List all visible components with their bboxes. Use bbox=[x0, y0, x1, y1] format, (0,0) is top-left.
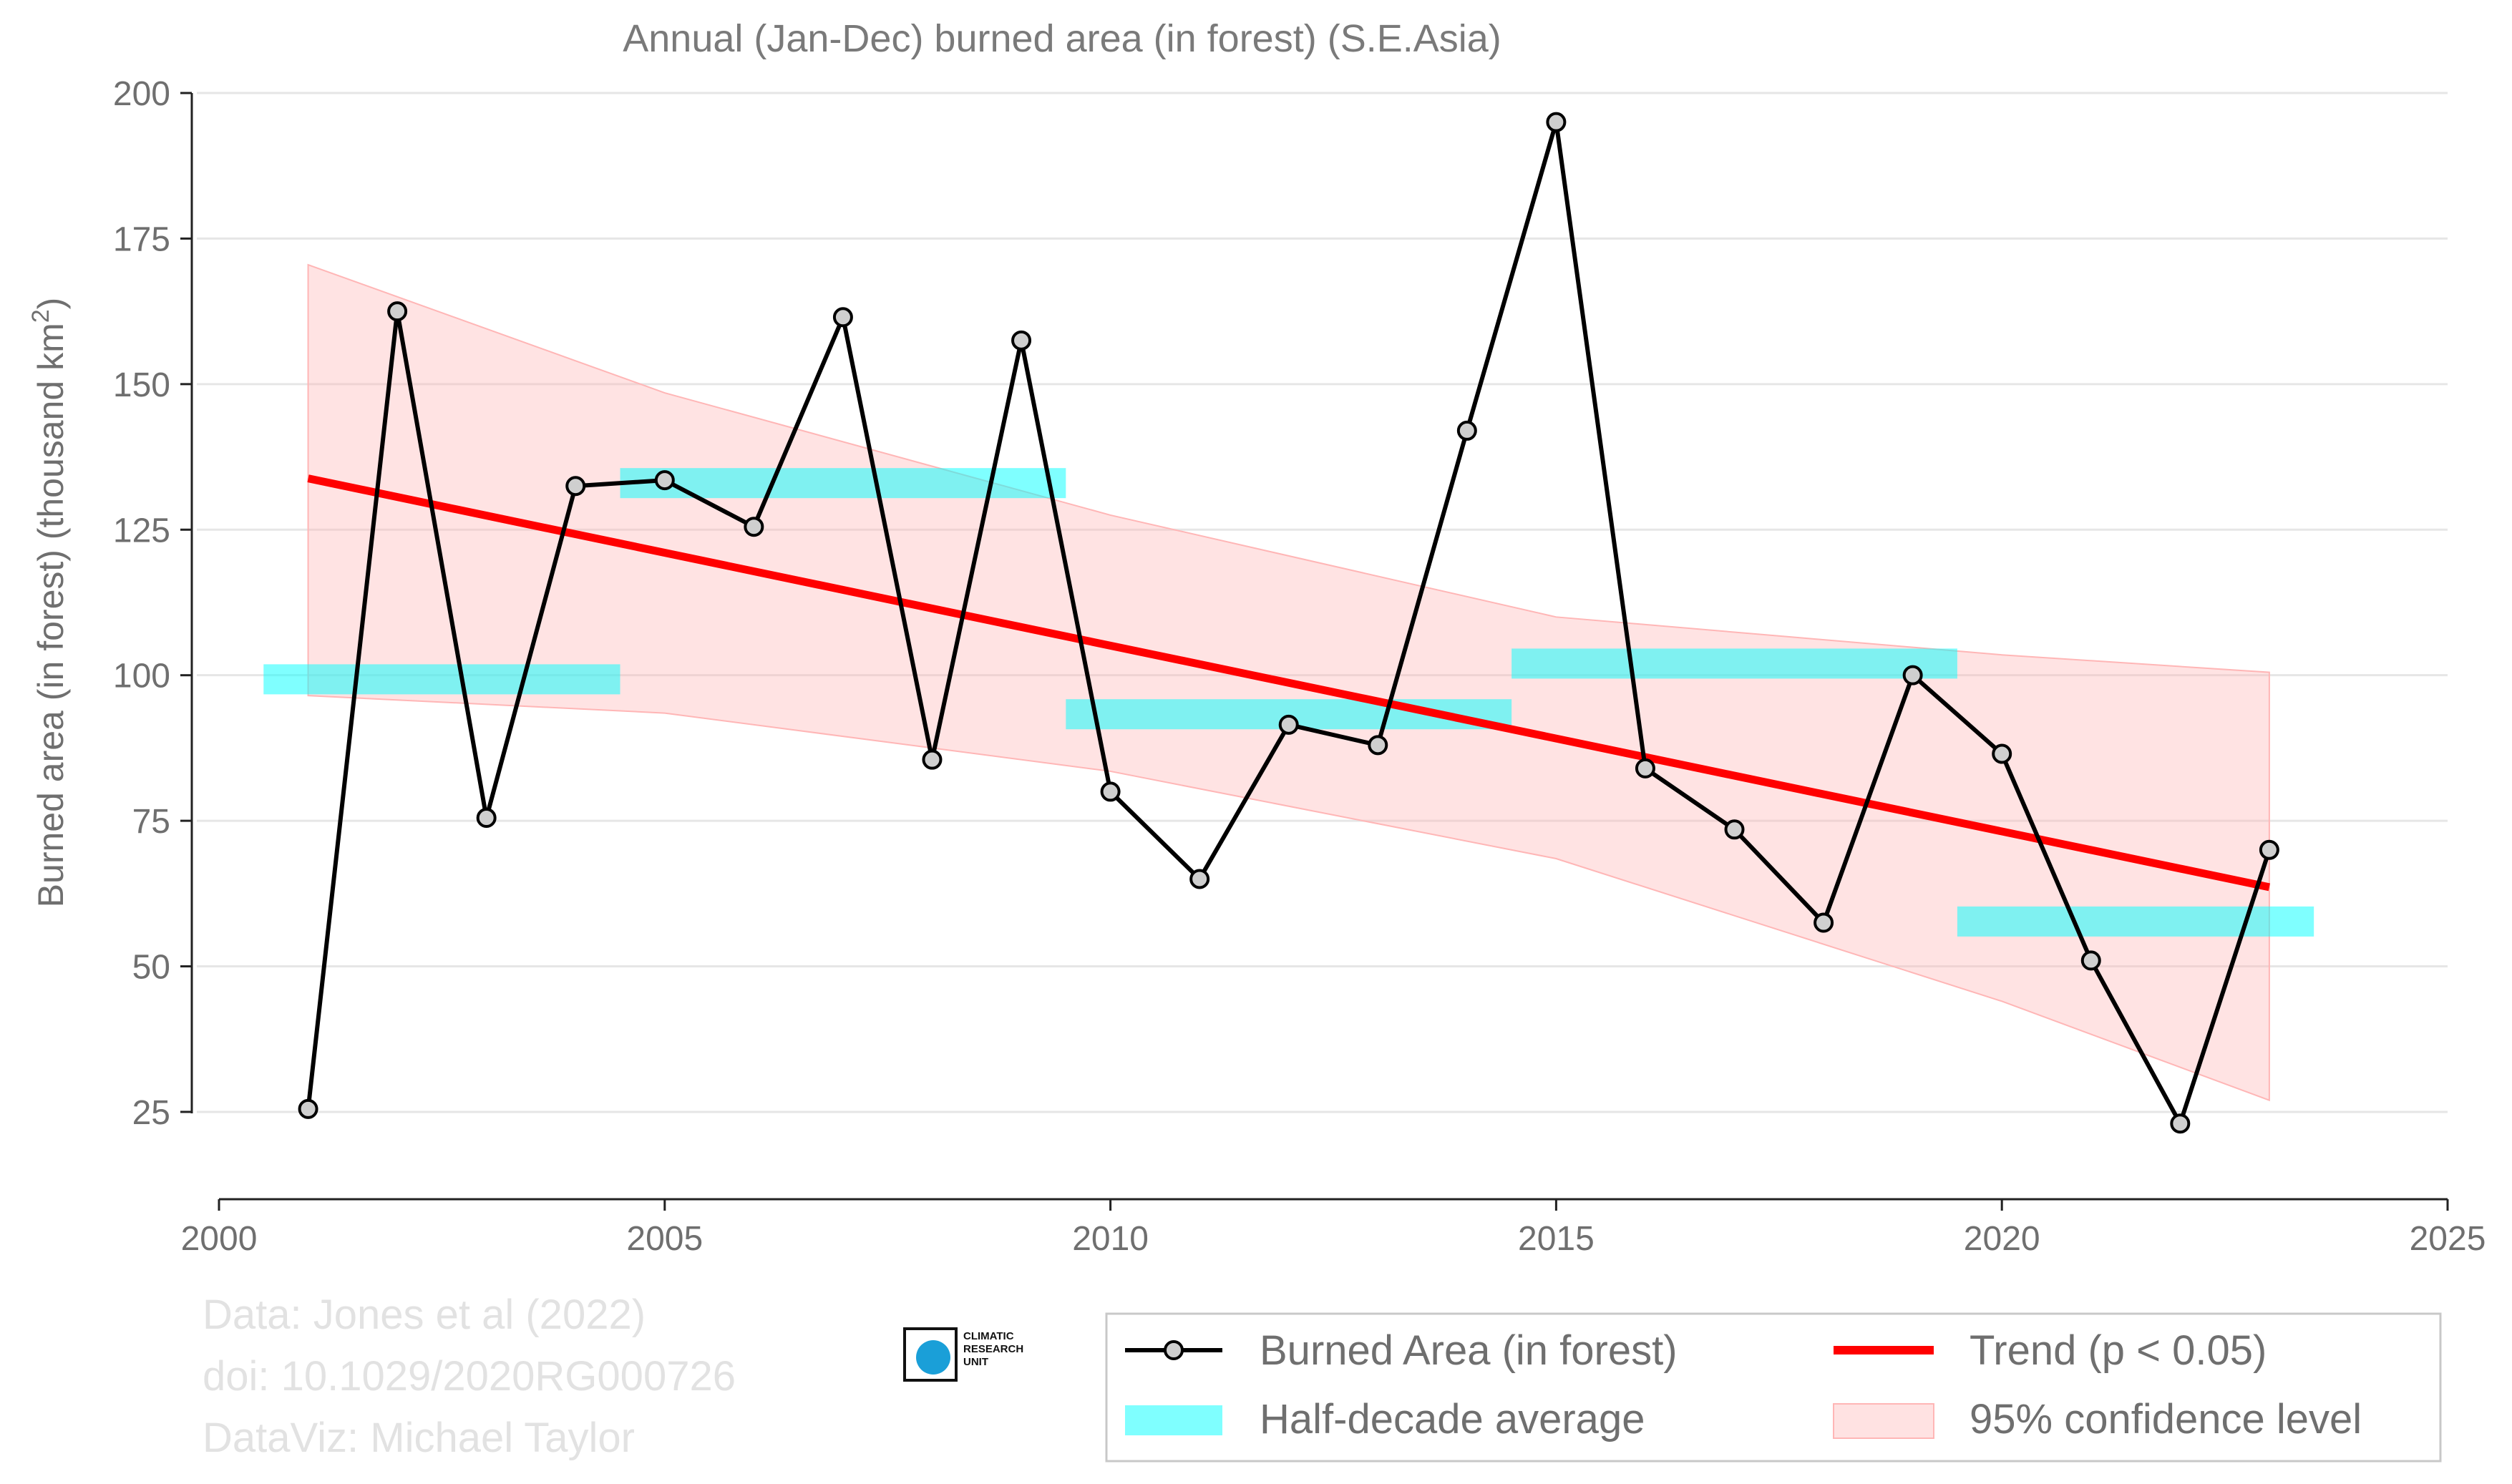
cru-logo-line1: CLIMATIC bbox=[963, 1330, 1014, 1342]
cru-logo-text: CLIMATIC RESEARCH UNIT bbox=[963, 1330, 1023, 1369]
legend-swatch-confidence bbox=[1833, 1403, 1934, 1439]
y-axis-title-suffix: ) bbox=[31, 298, 71, 310]
data-point-2002 bbox=[387, 301, 408, 322]
y-tick-label-200: 200 bbox=[113, 75, 170, 113]
legend: Burned Area (in forest) Half-decade aver… bbox=[1105, 1312, 2442, 1463]
legend-swatch-half-decade bbox=[1125, 1405, 1222, 1435]
x-tick-label-2015: 2015 bbox=[1518, 1220, 1595, 1258]
half-decade-bands bbox=[263, 468, 2314, 937]
y-tick-label-150: 150 bbox=[113, 366, 170, 404]
chart-title: Annual (Jan-Dec) burned area (in forest)… bbox=[623, 17, 1501, 60]
data-point-2003 bbox=[476, 808, 497, 829]
y-axis-title-superscript: 2 bbox=[27, 309, 54, 323]
data-point-2019 bbox=[1902, 665, 1923, 685]
y-axis-title-main: Burned area (in forest) (thousand km bbox=[31, 323, 71, 907]
y-tick-label-25: 25 bbox=[132, 1094, 170, 1132]
x-tick-label-2020: 2020 bbox=[1964, 1220, 2040, 1258]
trend-line-segment bbox=[307, 474, 2271, 892]
burned-area-series bbox=[298, 112, 2279, 1134]
y-axis-ticks: 25 50 75 100 125 150 175 200 bbox=[113, 75, 192, 1132]
cru-logo-line2: RESEARCH bbox=[963, 1343, 1024, 1355]
legend-label-burned-area: Burned Area (in forest) bbox=[1260, 1327, 1678, 1374]
credit-data-source: Data: Jones et al (2022) bbox=[203, 1292, 646, 1338]
data-point-2013 bbox=[1368, 735, 1388, 756]
cru-logo-line3: UNIT bbox=[963, 1356, 988, 1368]
data-point-2001 bbox=[298, 1098, 318, 1119]
data-point-2009 bbox=[1011, 330, 1032, 351]
data-point-2007 bbox=[832, 307, 853, 328]
data-point-2004 bbox=[565, 476, 586, 497]
globe-icon bbox=[916, 1340, 950, 1375]
credit-doi: doi: 10.1029/2020RG000726 bbox=[203, 1353, 736, 1400]
half-decade-band-4 bbox=[1511, 648, 1957, 679]
legend-frame bbox=[1105, 1312, 2442, 1463]
x-tick-label-2010: 2010 bbox=[1072, 1220, 1149, 1258]
y-tick-label-50: 50 bbox=[132, 949, 170, 987]
data-point-2012 bbox=[1278, 714, 1299, 735]
y-tick-label-125: 125 bbox=[113, 512, 170, 550]
data-point-2023 bbox=[2259, 839, 2279, 860]
trend-line bbox=[307, 474, 2271, 892]
data-point-2014 bbox=[1456, 420, 1477, 441]
cru-logo: CLIMATIC RESEARCH UNIT bbox=[903, 1326, 1046, 1386]
y-tick-label-75: 75 bbox=[132, 803, 170, 841]
data-point-2018 bbox=[1814, 912, 1834, 933]
legend-label-half-decade: Half-decade average bbox=[1260, 1396, 1645, 1442]
data-point-2020 bbox=[1992, 743, 2012, 764]
data-point-2005 bbox=[654, 470, 675, 491]
y-tick-label-175: 175 bbox=[113, 220, 170, 258]
legend-marker-burned-area bbox=[1164, 1340, 1184, 1360]
data-point-2006 bbox=[744, 517, 764, 537]
legend-label-trend: Trend (p < 0.05) bbox=[1970, 1327, 2267, 1374]
x-tick-label-2000: 2000 bbox=[181, 1220, 258, 1258]
data-point-2022 bbox=[2170, 1113, 2191, 1134]
x-axis-ticks: 2000 2005 2010 2015 2020 2025 bbox=[181, 1199, 2486, 1258]
data-point-2008 bbox=[922, 749, 943, 770]
half-decade-band-5 bbox=[1957, 906, 2314, 937]
half-decade-band-1 bbox=[263, 664, 620, 695]
y-tick-label-100: 100 bbox=[113, 658, 170, 695]
y-axis-title: Burned area (in forest) (thousand km2) bbox=[27, 298, 71, 908]
data-point-2016 bbox=[1635, 758, 1655, 778]
data-point-2010 bbox=[1100, 781, 1121, 802]
data-point-2015 bbox=[1546, 112, 1567, 132]
data-point-2021 bbox=[2080, 950, 2101, 971]
x-tick-label-2025: 2025 bbox=[2410, 1220, 2486, 1258]
data-point-2017 bbox=[1724, 819, 1745, 840]
legend-label-confidence: 95% confidence level bbox=[1970, 1396, 2362, 1442]
credit-dataviz: DataViz: Michael Taylor bbox=[203, 1415, 635, 1461]
data-point-2011 bbox=[1189, 869, 1210, 889]
cru-logo-frame bbox=[903, 1327, 958, 1382]
x-tick-label-2005: 2005 bbox=[626, 1220, 703, 1258]
